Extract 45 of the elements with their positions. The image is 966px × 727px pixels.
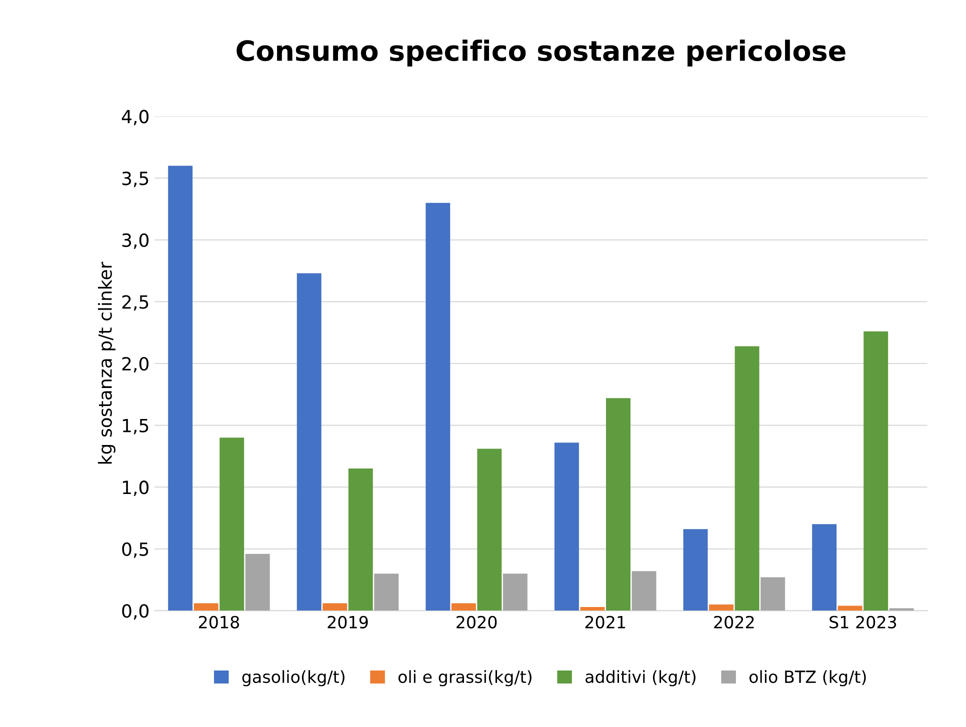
bar [864, 331, 888, 611]
legend-label: oli e grassi(kg/t) [398, 670, 532, 686]
y-tick-label: 0,0 [122, 604, 148, 620]
bar [477, 448, 502, 611]
bar [296, 273, 322, 611]
bar [889, 608, 914, 611]
x-tick-label: 2020 [456, 616, 497, 628]
x-tick-label: 2019 [328, 616, 368, 628]
y-tick-label: 3,0 [122, 233, 148, 249]
y-tick-label: 2,0 [122, 356, 148, 372]
x-tick-label: S1 2023 [830, 616, 896, 628]
bar [606, 398, 630, 611]
bar [374, 574, 399, 611]
bar [194, 603, 218, 611]
bar [838, 606, 862, 611]
bar [502, 574, 528, 611]
bar [348, 468, 373, 611]
bar [632, 571, 656, 611]
bar [812, 524, 837, 611]
legend-label: olio BTZ (kg/t) [749, 670, 866, 686]
bar [322, 603, 348, 611]
y-tick-label: 3,5 [122, 172, 148, 188]
y-tick-label: 1,0 [122, 480, 148, 496]
y-tick-label: 2,5 [122, 295, 148, 311]
bar [709, 604, 734, 611]
bar [734, 346, 760, 611]
x-tick-label: 2018 [198, 616, 240, 628]
bar [220, 438, 244, 611]
bar [683, 529, 708, 611]
x-tick-label: 2021 [585, 616, 626, 628]
legend-label: additivi (kg/t) [586, 670, 696, 686]
y-tick-label: 4,0 [122, 110, 148, 126]
bar [245, 554, 270, 611]
chart-title: Consumo specifico sostanze pericolose [236, 40, 846, 67]
x-tick-label: 2022 [714, 616, 754, 628]
bar [451, 603, 476, 611]
y-tick-label: 0,5 [122, 542, 148, 558]
legend-label: gasolio(kg/t) [242, 670, 344, 686]
bar [580, 606, 605, 611]
bar [760, 577, 786, 611]
bar [168, 166, 193, 611]
bar [426, 202, 450, 611]
bar [554, 442, 579, 611]
y-tick-label: 1,5 [122, 418, 148, 434]
y-axis-title: kg sostanza p/t clinker [98, 262, 116, 464]
